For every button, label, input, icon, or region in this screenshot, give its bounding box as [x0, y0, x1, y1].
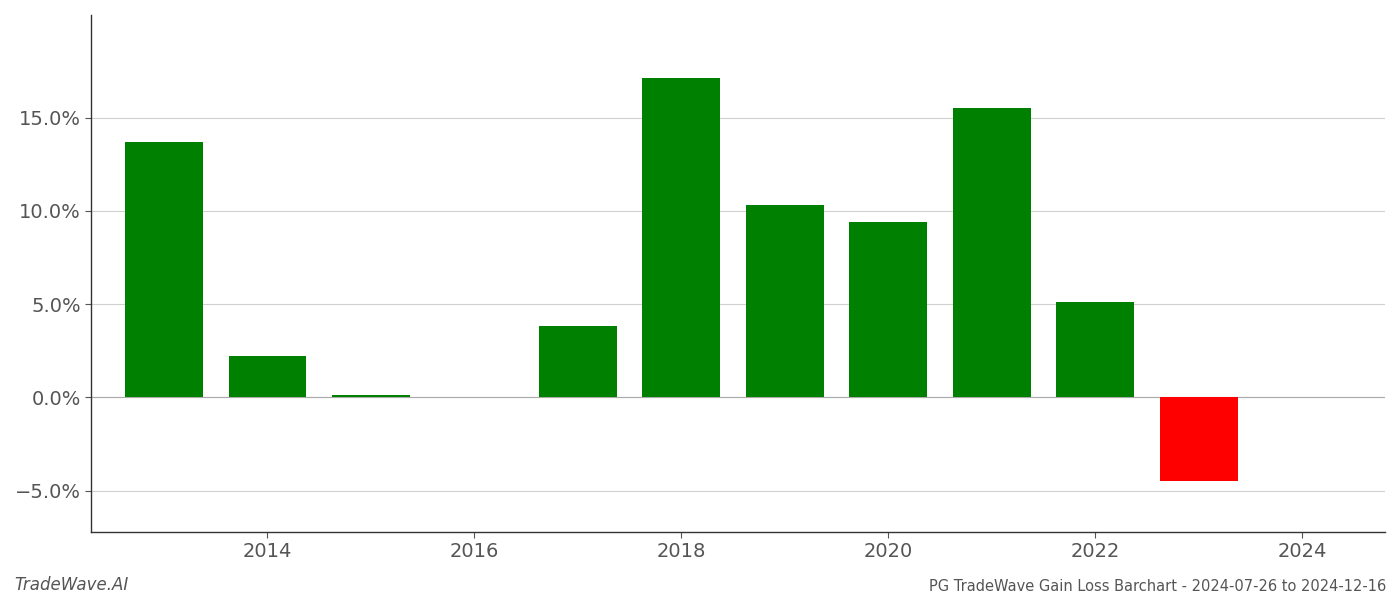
Bar [746, 205, 823, 397]
Bar [332, 395, 410, 397]
Text: TradeWave.AI: TradeWave.AI [14, 576, 129, 594]
Text: PG TradeWave Gain Loss Barchart - 2024-07-26 to 2024-12-16: PG TradeWave Gain Loss Barchart - 2024-0… [928, 579, 1386, 594]
Bar [1161, 397, 1238, 481]
Bar [1057, 302, 1134, 397]
Bar [850, 222, 927, 397]
Bar [643, 79, 720, 397]
Bar [125, 142, 203, 397]
Bar [228, 356, 307, 397]
Bar [953, 108, 1030, 397]
Bar [539, 326, 616, 397]
